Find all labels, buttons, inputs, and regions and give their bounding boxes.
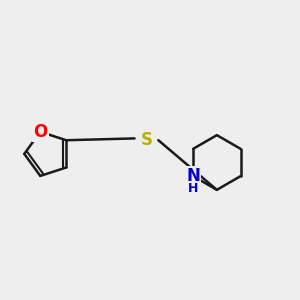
Text: O: O [33,123,47,141]
Text: N: N [186,167,200,185]
Text: S: S [140,130,152,148]
Text: H: H [188,182,198,195]
